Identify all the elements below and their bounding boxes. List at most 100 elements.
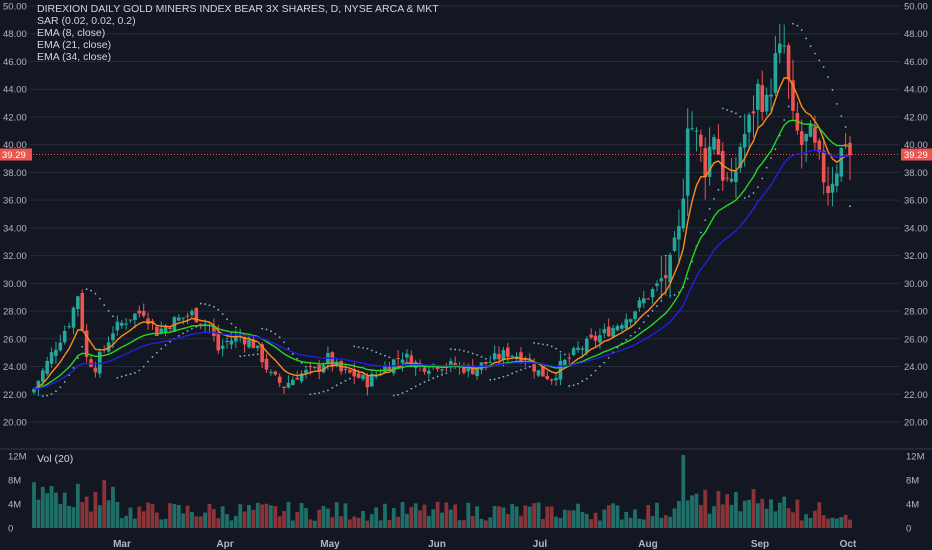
sar-dot — [147, 360, 149, 363]
price-tick-left: 24.00 — [3, 362, 27, 373]
sar-dot — [577, 382, 579, 385]
sar-dot — [840, 115, 843, 118]
volume-bar — [111, 486, 115, 528]
sar-dot — [120, 375, 123, 378]
volume-bar — [479, 518, 484, 528]
volume-bar — [282, 511, 286, 528]
volume-bar — [462, 520, 466, 528]
sar-dot — [805, 37, 808, 40]
candle-body — [659, 278, 664, 282]
volume-bar — [510, 503, 515, 528]
sar-dot — [484, 357, 487, 360]
candle-body — [356, 373, 361, 378]
sar-dot — [155, 351, 158, 354]
volume-bar — [492, 506, 497, 528]
volume-bar — [650, 516, 655, 528]
sar-dot — [177, 335, 180, 337]
price-tick-right: 22.00 — [904, 390, 928, 401]
candle-body — [348, 369, 352, 373]
volume-bar — [808, 518, 813, 528]
candle-body — [848, 142, 852, 156]
volume-tick-right: 8M — [906, 476, 919, 487]
candle-body — [606, 326, 611, 337]
volume-bar — [211, 509, 216, 528]
sar-dot — [283, 341, 285, 344]
candle-body — [93, 367, 98, 373]
sar-dot — [366, 347, 369, 350]
volume-bar — [308, 519, 313, 528]
sar-dot — [72, 366, 75, 369]
candle-body — [387, 365, 392, 370]
candle-body — [699, 134, 703, 147]
volume-bar — [817, 502, 822, 528]
volume-bar — [799, 520, 804, 528]
volume-bar — [365, 520, 370, 528]
volume-bar — [681, 454, 686, 528]
volume-bar — [273, 506, 278, 528]
price-tick-left: 40.00 — [3, 140, 27, 151]
volume-bar — [255, 502, 260, 528]
volume-bar — [813, 510, 817, 528]
sar-dot — [467, 351, 470, 353]
volume-bar — [40, 486, 45, 528]
volume-bar — [690, 495, 694, 528]
volume-bar — [295, 511, 300, 528]
sar-dot — [406, 390, 408, 393]
volume-bar — [128, 507, 133, 528]
candle-body — [633, 311, 637, 320]
candle-body — [212, 325, 216, 337]
candle-body — [98, 351, 102, 374]
time-tick: Sep — [751, 539, 769, 550]
candle-body — [738, 146, 743, 168]
sar-dot — [818, 59, 821, 62]
volume-tick-right: 12M — [906, 452, 925, 463]
volume-bar — [576, 503, 580, 528]
candle-body — [826, 186, 830, 193]
sar-dot — [186, 330, 189, 332]
volume-bar — [137, 506, 142, 528]
sar-dot — [546, 344, 549, 346]
volume-bar — [624, 511, 629, 528]
candle-body — [80, 293, 85, 330]
sar-dot — [348, 377, 351, 380]
candle-body — [843, 144, 848, 146]
sar-dot — [809, 45, 812, 48]
sar-dot — [704, 219, 707, 222]
candle-body — [475, 368, 479, 377]
volume-bar — [146, 502, 150, 528]
volume-bar — [720, 504, 725, 528]
sar-dot — [717, 188, 720, 191]
sar-dot — [489, 378, 492, 381]
candle-body — [229, 340, 234, 345]
sar-dots — [37, 22, 851, 397]
candle-body — [729, 178, 734, 182]
sar-dot — [471, 352, 474, 355]
volume-bar — [286, 501, 291, 528]
candle-body — [571, 348, 576, 355]
volume-bar — [141, 511, 146, 528]
sar-dot — [397, 393, 400, 396]
volume-bar — [848, 519, 852, 528]
volume-bar — [703, 489, 708, 528]
candle-body — [282, 386, 286, 389]
sar-dot — [344, 379, 347, 382]
volume-bar — [738, 511, 743, 528]
candle-body — [685, 128, 690, 196]
volume-bar — [536, 502, 541, 528]
volume-bar — [698, 505, 703, 528]
sar-dot — [379, 353, 382, 355]
volume-bar — [347, 519, 352, 528]
sar-dot — [634, 331, 636, 334]
price-tick-left: 44.00 — [3, 85, 27, 96]
sar-dot — [362, 346, 364, 349]
volume-tick-right: 4M — [906, 500, 919, 511]
volume-tick-right: 0 — [906, 524, 911, 535]
candle-body — [141, 311, 146, 316]
sar-dot — [511, 372, 514, 375]
candle-body — [532, 364, 536, 372]
sar-dot — [125, 374, 128, 377]
sar-dot — [726, 109, 729, 111]
sar-dot — [340, 382, 342, 384]
candle-body — [602, 329, 607, 334]
candle-body — [466, 365, 471, 372]
